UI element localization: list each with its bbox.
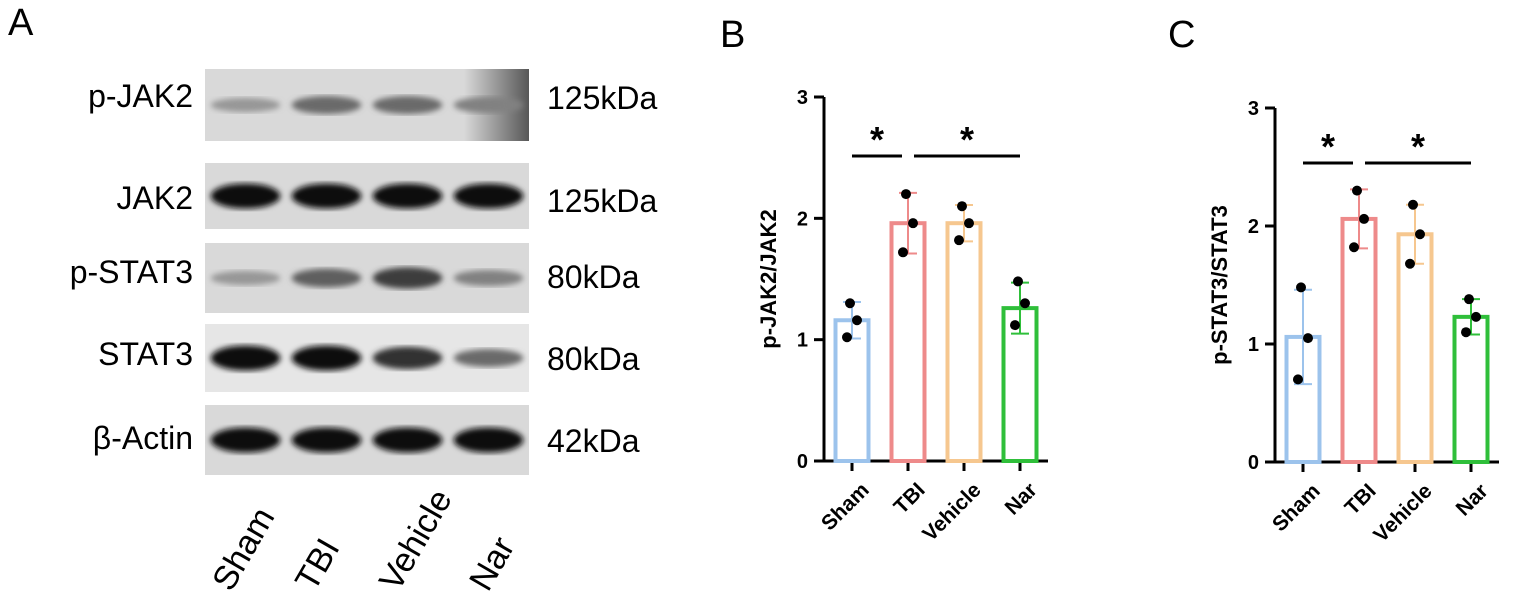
data-point — [1349, 242, 1359, 253]
blot-band-nar — [453, 269, 524, 287]
data-point — [1293, 374, 1303, 385]
data-point — [842, 332, 852, 343]
x-category-label-tbi: TBI — [890, 478, 930, 518]
significance-star: * — [960, 119, 974, 160]
blot-band-tbi — [291, 96, 362, 114]
lane-label-tbi: TBI — [288, 532, 348, 597]
y-tick-label: 0 — [1248, 452, 1259, 474]
lane-label-vehicle: Vehicle — [372, 483, 460, 597]
size-label-p-jak2: 125kDa — [547, 80, 658, 116]
data-point — [1303, 333, 1313, 344]
blot-band-tbi — [291, 427, 362, 453]
data-point — [1020, 298, 1030, 309]
y-tick-label: 1 — [797, 330, 808, 352]
blot-band-tbi — [291, 268, 362, 288]
blot-band-nar — [453, 96, 524, 114]
data-point — [1408, 199, 1418, 210]
data-point — [1464, 294, 1474, 305]
blot-band-sham — [210, 345, 281, 371]
y-tick-label: 0 — [797, 451, 808, 473]
blot-strip-jak2 — [205, 163, 529, 229]
y-tick-label: 1 — [1248, 334, 1259, 356]
data-point — [1010, 320, 1020, 331]
significance-star: * — [1411, 126, 1425, 167]
data-point — [845, 298, 855, 309]
significance-star: * — [1321, 126, 1335, 167]
blot-band-vehicle — [372, 346, 443, 370]
data-point — [957, 201, 967, 212]
y-tick-label: 3 — [797, 87, 808, 109]
data-point — [901, 189, 911, 200]
blot-band-tbi — [291, 345, 362, 371]
bar-tbi — [889, 221, 927, 463]
x-category-label-sham: Sham — [1268, 479, 1325, 536]
data-point — [1359, 213, 1369, 224]
data-point — [898, 247, 908, 258]
x-category-label-nar: Nar — [1452, 479, 1493, 520]
blot-strip-beta-actin — [205, 405, 529, 475]
western-blot-panel: p-JAK2 JAK2 p-STAT3 STAT3 β-Actin 125kDa… — [0, 0, 700, 597]
data-point — [1415, 229, 1425, 240]
bar-tbi — [1340, 216, 1378, 464]
blot-band-nar — [453, 427, 524, 453]
data-point — [1352, 185, 1362, 196]
panel-label-c: C — [1168, 14, 1196, 56]
x-category-label-tbi: TBI — [1341, 479, 1381, 519]
x-category-label-vehicle: Vehicle — [918, 478, 985, 545]
size-label-stat3: 80kDa — [547, 341, 640, 377]
blot-band-sham — [210, 97, 281, 113]
y-tick-label: 2 — [1248, 216, 1259, 238]
data-point — [1013, 276, 1023, 287]
blot-strip-stat3 — [205, 324, 529, 392]
y-axis-label: p-STAT3/STAT3 — [1207, 205, 1232, 365]
x-category-label-nar: Nar — [1001, 478, 1042, 519]
panel-label-a: A — [8, 2, 34, 44]
blot-band-sham — [210, 270, 281, 286]
bar-vehicle — [1396, 232, 1434, 464]
data-point — [852, 315, 862, 326]
data-point — [1471, 311, 1481, 322]
bar-nar — [1452, 314, 1490, 464]
lane-label-sham: Sham — [205, 501, 283, 597]
data-point — [1405, 258, 1415, 269]
lane-label-nar: Nar — [462, 530, 523, 597]
band-label-beta-actin: β-Actin — [92, 420, 193, 456]
blot-strip-p-stat3 — [205, 243, 529, 313]
band-label-stat3: STAT3 — [98, 336, 193, 372]
y-axis-label: p-JAK2/JAK2 — [756, 209, 781, 348]
blot-band-vehicle — [372, 183, 443, 209]
data-point — [954, 235, 964, 246]
size-label-beta-actin: 42kDa — [547, 423, 640, 459]
blot-band-vehicle — [372, 96, 443, 114]
panel-label-b: B — [720, 14, 746, 56]
y-tick-label: 3 — [1248, 98, 1259, 120]
x-category-label-sham: Sham — [817, 478, 874, 535]
data-point — [908, 218, 918, 229]
size-label-jak2: 125kDa — [547, 183, 658, 219]
x-category-label-vehicle: Vehicle — [1369, 479, 1436, 546]
bar-sham — [833, 318, 871, 463]
size-label-p-stat3: 80kDa — [547, 259, 640, 295]
band-label-p-stat3: p-STAT3 — [69, 254, 193, 290]
blot-band-sham — [210, 427, 281, 453]
y-tick-label: 2 — [797, 208, 808, 230]
blot-band-tbi — [291, 183, 362, 209]
blot-band-nar — [453, 183, 524, 209]
blot-band-vehicle — [372, 267, 443, 289]
blot-strip-p-jak2 — [205, 69, 529, 141]
band-label-jak2: JAK2 — [116, 180, 193, 216]
significance-star: * — [870, 119, 884, 160]
blot-band-nar — [453, 349, 524, 367]
data-point — [1461, 327, 1471, 338]
data-point — [964, 218, 974, 229]
blot-band-vehicle — [372, 427, 443, 453]
data-point — [1296, 282, 1306, 293]
blot-band-sham — [210, 183, 281, 209]
band-label-p-jak2: p-JAK2 — [88, 78, 193, 114]
bar-vehicle — [945, 221, 983, 463]
